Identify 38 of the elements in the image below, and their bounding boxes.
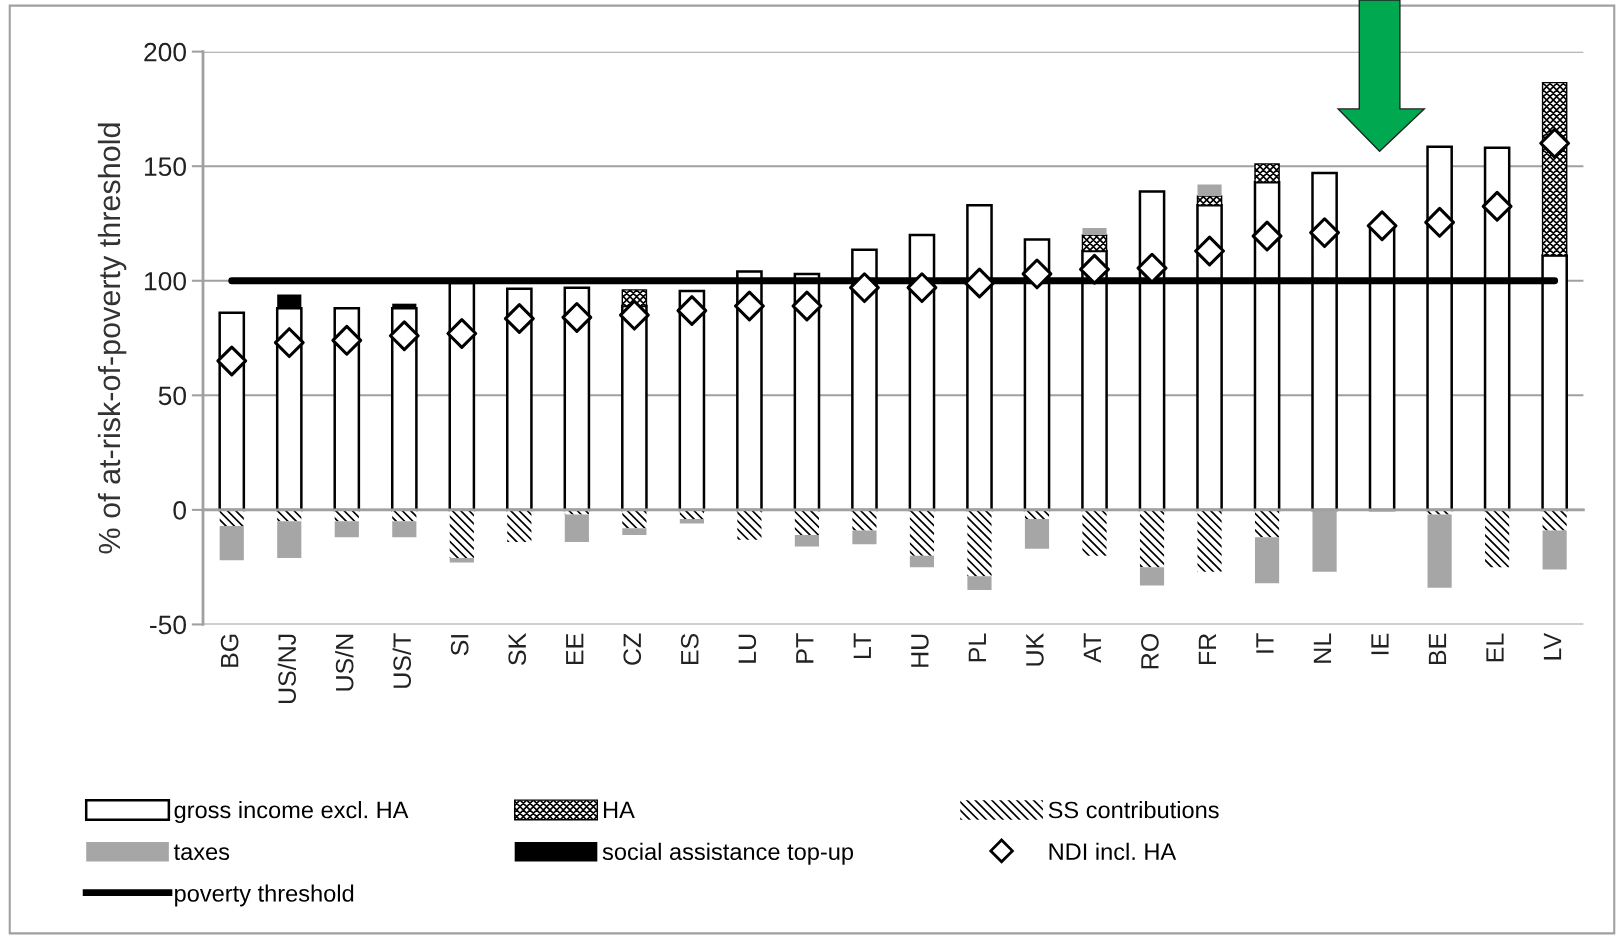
x-tick-label: NL [1313, 633, 1332, 663]
x-tick-label: IE [1371, 633, 1389, 655]
x-tick-label: LV [1543, 632, 1562, 660]
legend-label: social assistance top-up [602, 842, 854, 865]
x-tick-label: US/NJ [277, 634, 296, 704]
legend-label: poverty threshold [175, 884, 354, 907]
x-tick-label: HU [911, 634, 929, 667]
x-tick-label: RO [1141, 633, 1159, 669]
x-tick-label: CZ [623, 633, 642, 665]
legend-label: HA [603, 801, 635, 819]
legend-label: SS contributions [1048, 801, 1219, 819]
x-tick-label: LT [853, 633, 871, 659]
x-tick-label: EL [1486, 633, 1504, 662]
x-tick-label: LU [738, 634, 757, 663]
x-tick-label: US/T [392, 633, 412, 688]
legend-label: NDI incl. HA [1049, 842, 1177, 861]
x-tick-label: BE [1428, 633, 1447, 665]
x-tick-label: ES [680, 633, 699, 665]
x-tick-label: UK [1026, 633, 1044, 666]
y-tick-label: 150 [145, 157, 186, 177]
x-tick-label: US/N [335, 634, 354, 691]
x-tick-label: EE [566, 633, 584, 665]
y-tick-label: 100 [145, 271, 186, 291]
legend-label: gross income excl. HA [174, 801, 409, 824]
y-axis-title: % of at-risk-of-poverty threshold [97, 123, 127, 554]
legend-label: taxes [173, 844, 230, 861]
x-tick-label: FR [1198, 633, 1217, 665]
x-tick-label: BG [220, 634, 239, 667]
y-tick-label: -50 [150, 615, 186, 635]
y-tick-label: 200 [144, 42, 186, 62]
x-tick-label: IT [1256, 633, 1274, 653]
x-tick-label: AT [1083, 633, 1101, 663]
x-tick-label: PT [796, 633, 814, 663]
x-tick-label: SI [450, 635, 469, 656]
y-tick-label: 50 [158, 386, 186, 406]
y-tick-label: 0 [173, 501, 186, 520]
x-tick-label: SK [508, 633, 527, 665]
x-tick-label: PL [968, 633, 986, 662]
